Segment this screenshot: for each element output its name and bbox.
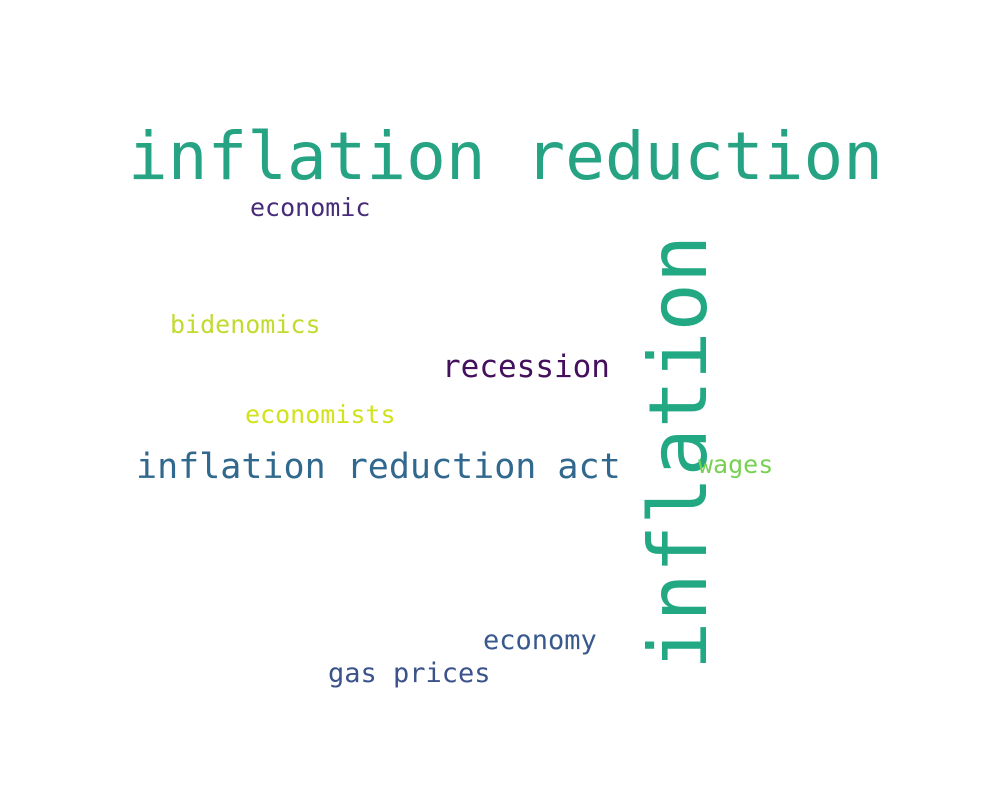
word-economy: economy	[483, 625, 597, 656]
word-inflation-reduction: inflation reduction	[128, 118, 883, 195]
word-economic: economic	[250, 193, 371, 222]
word-wages: wages	[698, 450, 774, 479]
word-inflation-reduction-act: inflation reduction act	[136, 447, 621, 487]
word-bidenomics: bidenomics	[170, 310, 321, 339]
word-economists: economists	[245, 400, 396, 429]
word-gas-prices: gas prices	[328, 658, 491, 689]
word-recession: recession	[442, 349, 610, 385]
